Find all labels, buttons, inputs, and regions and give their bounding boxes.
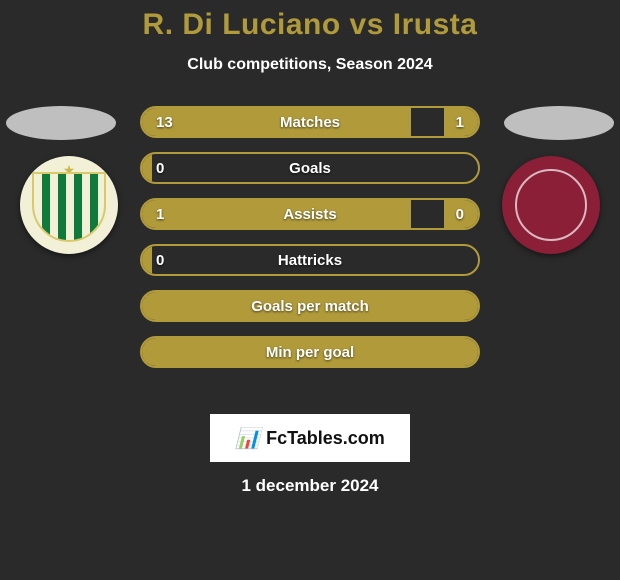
comparison-panel: ★ 131Matches 0Goals 10Assists 0Hattricks Goa… xyxy=(0,106,620,406)
team-crest-right xyxy=(502,156,600,254)
avatar-shadow-left xyxy=(6,106,116,140)
date-label: 1 december 2024 xyxy=(0,476,620,496)
avatar-shadow-right xyxy=(504,106,614,140)
stat-bar: Min per goal xyxy=(140,336,480,368)
crest-stripes-icon xyxy=(32,172,106,242)
team-crest-left: ★ xyxy=(20,156,118,254)
stat-bar: 0Hattricks xyxy=(140,244,480,276)
stat-bar: Goals per match xyxy=(140,290,480,322)
brand-logo-icon: 📊 xyxy=(235,426,260,451)
crest-ring-icon xyxy=(515,169,587,241)
stat-bar: 0Goals xyxy=(140,152,480,184)
brand-box[interactable]: 📊 FcTables.com xyxy=(210,414,410,462)
comparison-bars: 131Matches 0Goals 10Assists 0Hattricks Goals… xyxy=(140,106,480,382)
page-subtitle: Club competitions, Season 2024 xyxy=(0,56,620,74)
bar-label: Goals xyxy=(142,154,478,182)
brand-text: FcTables.com xyxy=(266,428,385,449)
bar-label: Goals per match xyxy=(142,292,478,320)
bar-label: Min per goal xyxy=(142,338,478,366)
bar-label: Assists xyxy=(142,200,478,228)
header: R. Di Luciano vs Irusta Club competition… xyxy=(0,0,620,74)
stat-bar: 10Assists xyxy=(140,198,480,230)
bar-label: Hattricks xyxy=(142,246,478,274)
stat-bar: 131Matches xyxy=(140,106,480,138)
bar-label: Matches xyxy=(142,108,478,136)
page-title: R. Di Luciano vs Irusta xyxy=(0,8,620,42)
